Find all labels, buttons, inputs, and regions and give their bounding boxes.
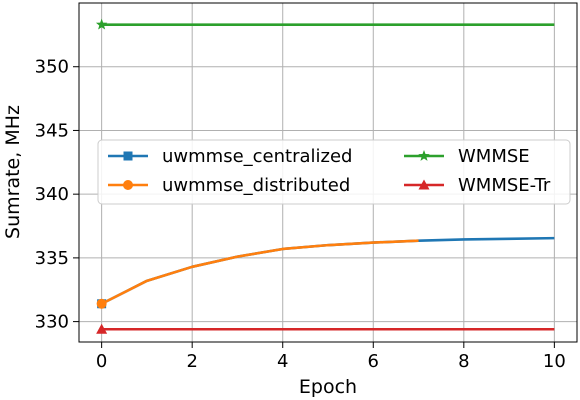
y-tick-label: 350 [35,57,69,78]
y-tick-label: 340 [35,184,69,205]
series-WMMSE [95,18,555,30]
x-tick-label: 2 [186,351,197,372]
legend-item-WMMSE: WMMSE [404,146,530,167]
legend-box [97,139,571,205]
legend-label: uwmmse_centralized [162,146,352,167]
x-tick-label: 8 [458,351,469,372]
x-axis-label: Epoch [299,376,357,398]
y-tick-label: 345 [35,120,69,141]
series-uwmmse_distributed [96,239,419,309]
legend-marker [418,150,430,161]
legend-item-uwmmse_centralized: uwmmse_centralized [108,146,352,167]
y-tick-label: 335 [35,248,69,269]
legend-marker [418,179,430,190]
data-point-WMMSE-Tr [96,323,108,334]
data-point-uwmmse_distributed [96,298,107,309]
series-layer [95,18,555,334]
legend-item-uwmmse_distributed: uwmmse_distributed [108,175,350,196]
x-tick-label: 10 [543,351,566,372]
legend-marker [123,180,133,190]
x-tick-label: 4 [277,351,288,372]
series-line-uwmmse_distributed [101,239,419,305]
y-tick-label: 330 [35,312,69,333]
legend-label: uwmmse_distributed [162,175,350,196]
legend: uwmmse_centralized uwmmse_distributed WMMS… [97,139,571,205]
legend-marker [123,151,133,161]
legend-label: WMMSE-Tr [458,175,551,196]
data-point-WMMSE [95,18,108,30]
axis-ticks: 0 2 4 6 8 10 330 335 340 345 350 [35,57,566,372]
x-tick-label: 0 [96,351,107,372]
plot-frame [78,2,578,343]
legend-label: WMMSE [458,146,530,167]
series-WMMSE-Tr [96,323,555,334]
x-tick-label: 6 [368,351,379,372]
y-axis-label: Sumrate, MHz [2,105,24,239]
legend-item-WMMSE-Tr: WMMSE-Tr [404,175,551,196]
